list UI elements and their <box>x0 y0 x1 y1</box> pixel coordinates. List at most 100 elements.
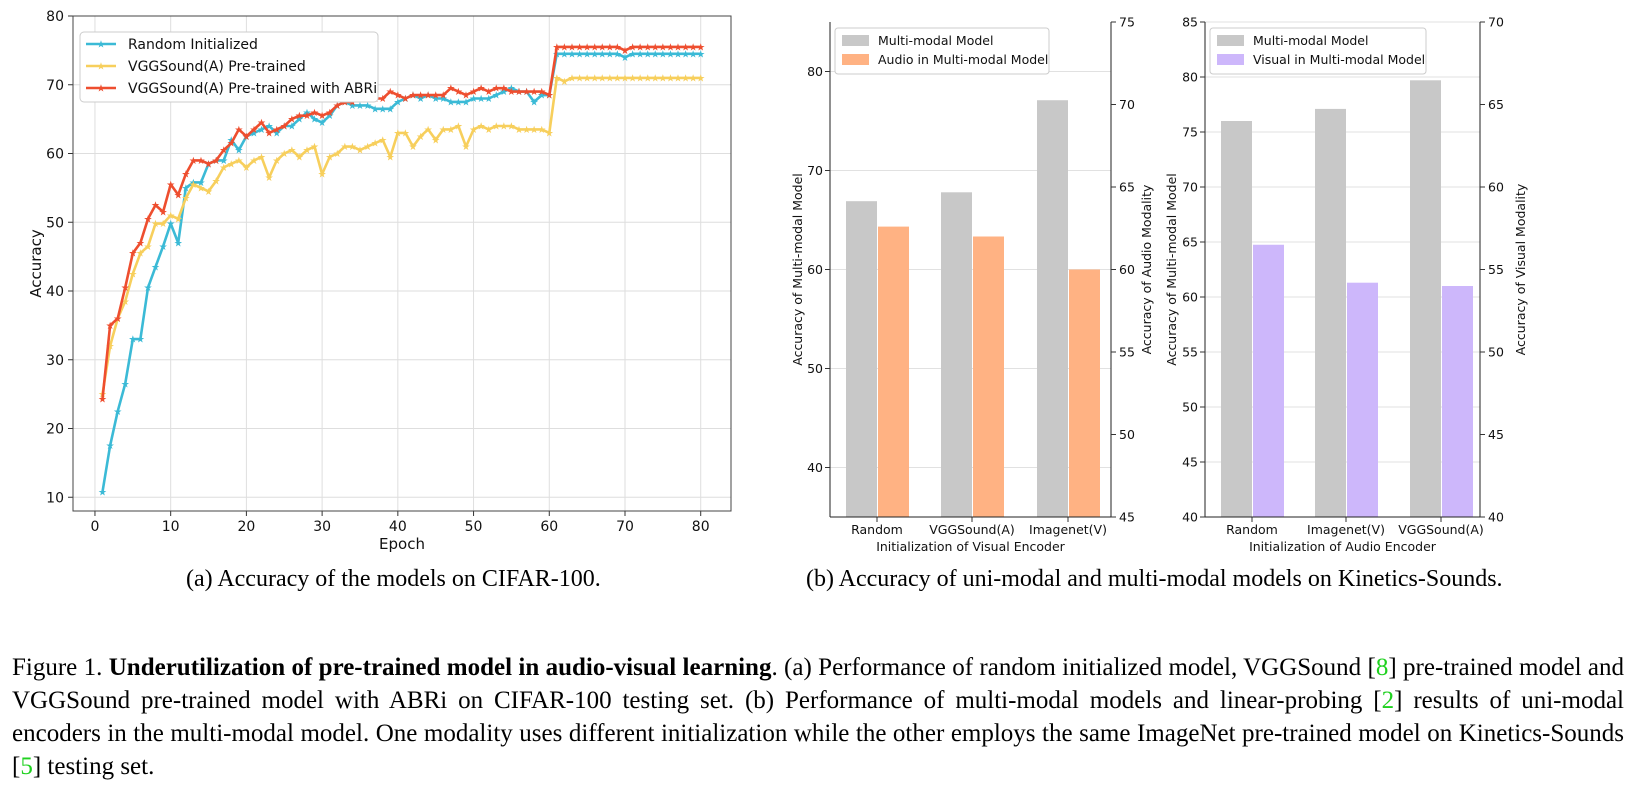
y-tick-label: 45 <box>1182 455 1198 470</box>
citation-link[interactable]: 5 <box>20 753 33 780</box>
legend-swatch <box>842 35 869 46</box>
data-point-marker: ★ <box>689 49 698 60</box>
data-point-marker: ★ <box>136 335 145 346</box>
data-point-marker: ★ <box>636 42 645 53</box>
data-point-marker: ★ <box>348 97 357 108</box>
x-tick-label: 50 <box>465 519 483 535</box>
x-tick-label: 10 <box>162 519 180 535</box>
y-tick-label: 40 <box>46 284 64 300</box>
data-point-marker: ★ <box>106 321 115 332</box>
legend-label: Visual in Multi-modal Model <box>1253 52 1425 67</box>
citation-link[interactable]: 2 <box>1381 687 1395 714</box>
data-point-marker: ★ <box>590 42 599 53</box>
data-point-marker: ★ <box>257 125 266 136</box>
legend-label: VGGSound(A) Pre-trained <box>128 59 306 75</box>
x-tick-label: 0 <box>90 519 99 535</box>
data-point-marker: ★ <box>560 49 569 60</box>
subcaption-b: (b) Accuracy of uni-modal and multi-moda… <box>806 566 1503 592</box>
legend-marker: ★ <box>97 40 106 51</box>
caption-label: Figure 1. <box>12 654 109 681</box>
y2-tick-label: 45 <box>1119 510 1135 525</box>
x-tick-label: 30 <box>313 519 331 535</box>
data-point-marker: ★ <box>333 149 342 160</box>
y-tick-label: 70 <box>46 78 64 94</box>
y-tick-label: 65 <box>1182 235 1198 250</box>
data-point-marker: ★ <box>212 177 221 188</box>
y-tick-label: 55 <box>1182 345 1198 360</box>
data-point-marker: ★ <box>249 125 258 136</box>
bar-unimodal <box>878 226 909 517</box>
data-point-marker: ★ <box>484 87 493 98</box>
data-point-marker: ★ <box>469 125 478 136</box>
legend-label: Random Initialized <box>128 37 258 53</box>
data-point-marker: ★ <box>461 97 470 108</box>
data-point-marker: ★ <box>431 91 440 102</box>
data-point-marker: ★ <box>628 42 637 53</box>
data-point-marker: ★ <box>242 132 251 143</box>
legend-label: Audio in Multi-modal Model <box>878 52 1048 67</box>
legend-swatch <box>1217 54 1244 65</box>
data-point-marker: ★ <box>143 242 152 253</box>
x-tick-label: 40 <box>389 519 407 535</box>
data-point-marker: ★ <box>477 84 486 95</box>
data-point-marker: ★ <box>590 49 599 60</box>
data-point-marker: ★ <box>681 73 690 84</box>
data-point-marker: ★ <box>507 122 516 133</box>
y2-tick-label: 50 <box>1119 427 1135 442</box>
data-point-marker: ★ <box>552 73 561 84</box>
data-point-marker: ★ <box>583 42 592 53</box>
data-point-marker: ★ <box>651 73 660 84</box>
data-point-marker: ★ <box>658 49 667 60</box>
x-tick-label: 20 <box>237 519 255 535</box>
y-tick-label: 60 <box>46 147 64 163</box>
legend-swatch <box>842 54 869 65</box>
y-tick-label: 10 <box>46 490 64 506</box>
data-point-marker: ★ <box>143 283 152 294</box>
data-point-marker: ★ <box>159 207 168 218</box>
data-point-marker: ★ <box>295 152 304 163</box>
data-point-marker: ★ <box>189 180 198 191</box>
caption-text: ] results of uni-modal encoders in the m… <box>12 687 1625 780</box>
data-point-marker: ★ <box>492 91 501 102</box>
x-axis-label: Initialization of Visual Encoder <box>876 539 1065 554</box>
data-point-marker: ★ <box>439 125 448 136</box>
caption-text: ] testing set. <box>32 753 155 780</box>
data-point-marker: ★ <box>272 156 281 167</box>
data-point-marker: ★ <box>371 139 380 150</box>
series-line <box>101 76 701 395</box>
data-point-marker: ★ <box>674 49 683 60</box>
data-point-marker: ★ <box>143 214 152 225</box>
plot-frame <box>72 15 732 512</box>
bar-multimodal <box>1037 100 1068 518</box>
bar-multimodal <box>1221 121 1252 517</box>
data-point-marker: ★ <box>302 146 311 157</box>
y-axis-label: Accuracy of Multi-modal Model <box>1164 173 1179 366</box>
data-point-marker: ★ <box>98 394 107 405</box>
data-point-marker: ★ <box>121 283 130 294</box>
data-point-marker: ★ <box>583 73 592 84</box>
data-point-marker: ★ <box>325 152 334 163</box>
data-point-marker: ★ <box>378 94 387 105</box>
data-point-marker: ★ <box>477 94 486 105</box>
data-point-marker: ★ <box>340 142 349 153</box>
data-point-marker: ★ <box>545 91 554 102</box>
x-tick-label: 70 <box>616 519 634 535</box>
data-point-marker: ★ <box>151 201 160 212</box>
data-point-marker: ★ <box>575 73 584 84</box>
bar-unimodal <box>1069 269 1100 517</box>
y-tick-label: 50 <box>46 215 64 231</box>
y2-tick-label: 60 <box>1488 180 1504 195</box>
y-axis-label: Accuracy <box>27 229 45 298</box>
data-point-marker: ★ <box>431 135 440 146</box>
data-point-marker: ★ <box>181 183 190 194</box>
y-axis-label: Accuracy of Multi-modal Model <box>790 173 805 366</box>
data-point-marker: ★ <box>651 42 660 53</box>
data-point-marker: ★ <box>484 94 493 105</box>
data-point-marker: ★ <box>689 42 698 53</box>
data-point-marker: ★ <box>174 190 183 201</box>
data-point-marker: ★ <box>249 156 258 167</box>
data-point-marker: ★ <box>469 87 478 98</box>
data-point-marker: ★ <box>371 104 380 115</box>
y2-tick-label: 40 <box>1488 510 1504 525</box>
citation-link[interactable]: 8 <box>1375 654 1389 681</box>
